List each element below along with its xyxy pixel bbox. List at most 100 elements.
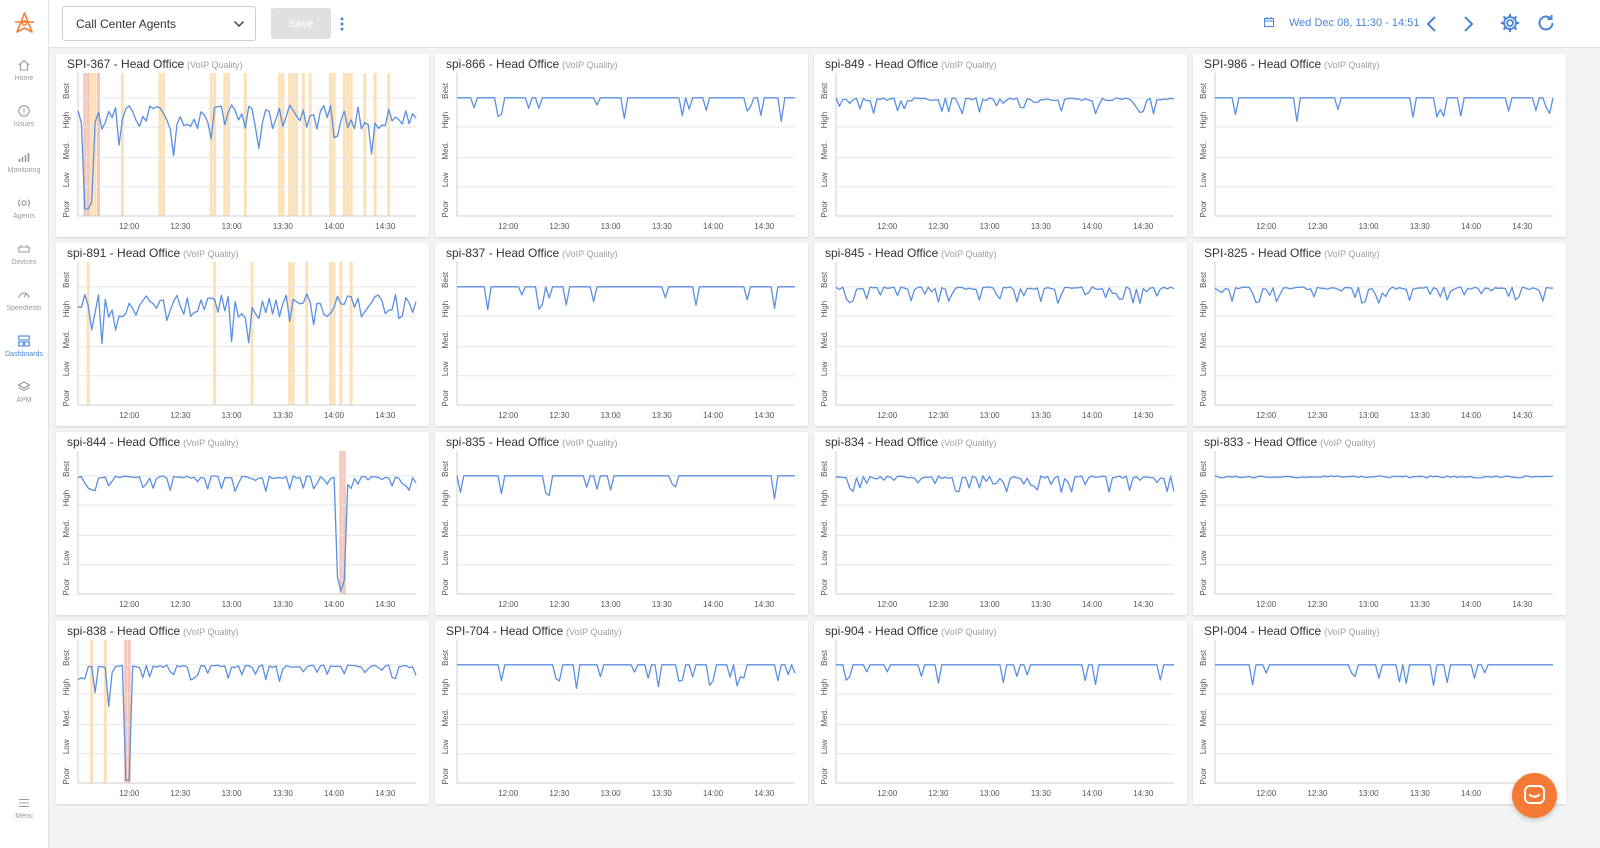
issue-marker[interactable]: [161, 73, 165, 216]
series-line[interactable]: [835, 97, 1175, 115]
gear-icon[interactable]: [1500, 13, 1520, 33]
issue-marker[interactable]: [213, 73, 217, 216]
series-line[interactable]: [835, 286, 1175, 304]
issue-marker[interactable]: [332, 262, 336, 405]
series-line[interactable]: [457, 664, 796, 689]
date-range-picker[interactable]: Wed Dec 08, 11:30 - 14:51: [1289, 17, 1420, 29]
sidebar-item-apm[interactable]: APM: [0, 380, 48, 420]
chart-card[interactable]: spi-838 - Head Office (VoIP Quality) Best H…: [56, 621, 429, 804]
series-line[interactable]: [457, 97, 795, 123]
series-line[interactable]: [77, 664, 417, 781]
issue-marker[interactable]: [250, 262, 254, 405]
dashboard-select[interactable]: Call Center Agents: [62, 6, 256, 41]
sidebar-item-agents[interactable]: Agents: [0, 196, 48, 236]
chart-card[interactable]: spi-837 - Head Office (VoIP Quality) Best H…: [435, 243, 808, 426]
chart-card[interactable]: spi-833 - Head Office (VoIP Quality) Best H…: [1193, 432, 1566, 615]
series-line[interactable]: [836, 664, 1174, 686]
issue-marker[interactable]: [288, 73, 292, 216]
issue-marker[interactable]: [342, 451, 346, 594]
issue-marker[interactable]: [295, 73, 299, 216]
issue-marker[interactable]: [124, 640, 128, 783]
issue-marker[interactable]: [329, 73, 333, 216]
chart-card[interactable]: spi-904 - Head Office (VoIP Quality) Best H…: [814, 621, 1187, 804]
issue-marker[interactable]: [90, 640, 94, 783]
chart-card[interactable]: SPI-704 - Head Office (VoIP Quality) Best H…: [435, 621, 808, 804]
chart-card[interactable]: SPI-825 - Head Office (VoIP Quality) Best H…: [1193, 243, 1566, 426]
issue-marker[interactable]: [301, 73, 305, 216]
y-axis-label: Best: [1199, 649, 1208, 666]
series-line[interactable]: [1214, 286, 1554, 304]
chart-card[interactable]: spi-844 - Head Office (VoIP Quality) Best H…: [56, 432, 429, 615]
issue-marker[interactable]: [209, 73, 213, 216]
issue-marker[interactable]: [213, 262, 217, 405]
series-line[interactable]: [456, 475, 795, 500]
issue-marker[interactable]: [281, 73, 285, 216]
sidebar-item-monitoring[interactable]: Monitoring: [0, 150, 48, 190]
issue-marker[interactable]: [158, 73, 162, 216]
issue-marker[interactable]: [329, 262, 333, 405]
series-line[interactable]: [1214, 475, 1554, 479]
sidebar-item-dashboards[interactable]: Dashboards: [0, 334, 48, 374]
issue-marker[interactable]: [308, 73, 312, 216]
chart-card[interactable]: SPI-986 - Head Office (VoIP Quality) Best H…: [1193, 54, 1566, 237]
issue-marker[interactable]: [305, 262, 309, 405]
save-button[interactable]: Save: [271, 8, 331, 39]
calendar-icon[interactable]: [1263, 16, 1275, 28]
issue-marker[interactable]: [103, 640, 107, 783]
series-line[interactable]: [457, 286, 795, 311]
issue-marker[interactable]: [288, 262, 292, 405]
issue-marker[interactable]: [363, 73, 367, 216]
chat-button[interactable]: [1512, 773, 1557, 818]
chart-card[interactable]: spi-834 - Head Office (VoIP Quality) Best H…: [814, 432, 1187, 615]
series-line[interactable]: [77, 475, 417, 592]
chart-card[interactable]: spi-866 - Head Office (VoIP Quality) Best H…: [435, 54, 808, 237]
issue-marker[interactable]: [90, 73, 94, 216]
chart-card[interactable]: spi-891 - Head Office (VoIP Quality) Best H…: [56, 243, 429, 426]
chart-title-text: spi-844 - Head Office: [67, 435, 181, 449]
issue-marker[interactable]: [86, 262, 90, 405]
issue-marker[interactable]: [387, 73, 391, 216]
issue-marker[interactable]: [223, 73, 227, 216]
issue-marker[interactable]: [339, 262, 343, 405]
chart-card[interactable]: SPI-004 - Head Office (VoIP Quality) Best H…: [1193, 621, 1566, 804]
sidebar-menu-button[interactable]: Menu: [0, 796, 48, 836]
series-line[interactable]: [77, 293, 417, 345]
chart-card[interactable]: spi-835 - Head Office (VoIP Quality) Best H…: [435, 432, 808, 615]
series-line[interactable]: [835, 475, 1175, 494]
issue-marker[interactable]: [373, 73, 377, 216]
issue-marker[interactable]: [243, 73, 247, 216]
issue-marker[interactable]: [332, 73, 336, 216]
y-axis-label: Poor: [1199, 767, 1208, 784]
issue-marker[interactable]: [349, 73, 353, 216]
series-line[interactable]: [1215, 97, 1554, 122]
issue-marker[interactable]: [86, 73, 90, 216]
issue-marker[interactable]: [291, 73, 295, 216]
chevron-right-icon[interactable]: [1459, 14, 1477, 34]
sidebar-item-speedtests[interactable]: Speedtests: [0, 288, 48, 328]
issue-marker[interactable]: [346, 73, 350, 216]
chart-card[interactable]: spi-845 - Head Office (VoIP Quality) Best H…: [814, 243, 1187, 426]
series-line[interactable]: [77, 104, 417, 210]
issue-marker[interactable]: [226, 73, 230, 216]
sidebar-item-issues[interactable]: Issues: [0, 104, 48, 144]
series-line[interactable]: [1215, 664, 1553, 687]
chart-card[interactable]: SPI-367 - Head Office (VoIP Quality) Best H…: [56, 54, 429, 237]
more-vertical-icon[interactable]: [337, 14, 347, 34]
refresh-icon[interactable]: [1536, 13, 1556, 33]
issue-marker[interactable]: [127, 640, 131, 783]
issue-marker[interactable]: [96, 73, 100, 216]
issue-marker[interactable]: [349, 262, 353, 405]
issue-marker[interactable]: [83, 73, 87, 216]
issue-marker[interactable]: [120, 73, 124, 216]
issue-marker[interactable]: [277, 73, 281, 216]
sidebar-item-home[interactable]: Home: [0, 58, 48, 98]
issue-marker[interactable]: [339, 451, 343, 594]
chart-card[interactable]: spi-849 - Head Office (VoIP Quality) Best H…: [814, 54, 1187, 237]
sidebar-item-devices[interactable]: Devices: [0, 242, 48, 282]
chevron-left-icon[interactable]: [1423, 14, 1441, 34]
issue-marker[interactable]: [93, 73, 97, 216]
logo-icon[interactable]: [12, 11, 37, 36]
x-tick-label: 12:00: [498, 789, 519, 798]
issue-marker[interactable]: [342, 73, 346, 216]
issue-marker[interactable]: [291, 262, 295, 405]
